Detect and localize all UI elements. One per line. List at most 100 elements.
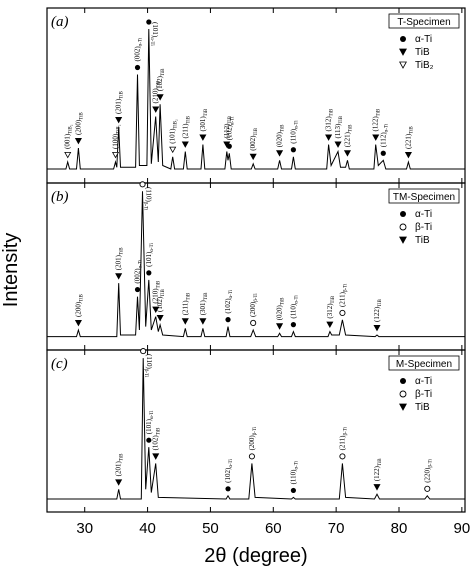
peak-label: (211)TiB <box>181 292 191 315</box>
marker-alpha <box>400 211 406 217</box>
peak-hkl: (002) <box>134 268 142 284</box>
peak-hkl: (020) <box>276 304 284 320</box>
peak-hkl: (110) <box>289 469 297 485</box>
marker-beta <box>139 181 146 188</box>
marker-tib <box>152 453 160 460</box>
peak-phase: TiB <box>161 289 166 297</box>
x-tick-label: 70 <box>328 520 345 537</box>
peak-phase: α-Ti <box>150 410 155 419</box>
peak-label: (001)TiB₂ <box>64 124 74 149</box>
peak-label: (020)TiB <box>276 124 286 147</box>
marker-alpha <box>146 437 152 443</box>
peak-label: (101)TiB₂ <box>169 119 179 144</box>
x-tick-label: 30 <box>76 520 93 537</box>
peak-hkl: (002) <box>134 46 142 62</box>
peak-label: (110)β-Ti <box>143 354 153 378</box>
peak-phase: α-Ti <box>229 458 234 467</box>
peak-label: (113)TiB <box>334 115 344 138</box>
marker-tib <box>181 318 189 325</box>
peak-phase: β-Ti <box>143 202 148 211</box>
peak-label: (002)α-Ti <box>134 259 144 283</box>
peak-phase: TiB₂ <box>69 124 74 134</box>
peak-label: (220)β-Ti <box>423 459 433 483</box>
peak-label: (312)TiB <box>325 108 335 131</box>
peak-hkl: (201) <box>115 98 123 114</box>
peak-label: (312)TiB <box>326 295 336 318</box>
peak-hkl: (102) <box>152 435 160 451</box>
marker-tib <box>399 236 407 244</box>
peak-label: (200)β-Ti <box>249 293 259 317</box>
legend-label: α-Ti <box>415 209 432 220</box>
marker-beta <box>339 309 346 316</box>
peak-label: (211)β-Ti <box>338 426 348 450</box>
x-tick-label: 60 <box>265 520 282 537</box>
peak-phase: α-Ti <box>139 259 144 268</box>
peak-label: (122)TiB <box>373 458 383 481</box>
peak-hkl: (201) <box>115 460 123 476</box>
peak-phase: β-Ti <box>343 426 348 435</box>
legend-box <box>388 355 460 371</box>
peak-hkl: (200) <box>249 301 257 317</box>
marker-tib <box>74 319 82 327</box>
marker-beta <box>424 485 431 492</box>
peak-hkl: (221) <box>404 133 412 149</box>
peak-hkl: (211) <box>181 300 189 316</box>
peak-phase: α-Ti <box>230 116 235 125</box>
legend-label: TiB <box>415 235 430 246</box>
marker-tib <box>156 314 164 322</box>
panel-label: (b) <box>51 189 69 205</box>
peak-phase: β-Ti <box>143 369 148 378</box>
marker-tib <box>199 318 207 325</box>
peak-phase: TiB <box>254 127 259 135</box>
peak-hkl: (102) <box>156 296 164 312</box>
peak-hkl: (122) <box>372 116 380 132</box>
peak-label: (210)TiB <box>152 80 162 103</box>
marker-alpha <box>400 36 406 42</box>
peak-phase: TiB <box>331 295 336 303</box>
legend-label: α-Ti <box>415 376 432 387</box>
peak-hkl: (110) <box>145 354 153 370</box>
peak-hkl: (211) <box>338 435 346 451</box>
marker-alpha <box>400 378 406 384</box>
legend-title: T-Specimen <box>397 17 450 28</box>
peak-label: (102)TiB <box>156 289 166 312</box>
marker-tib2 <box>111 151 120 159</box>
peak-label: (110)β-Ti <box>143 187 153 211</box>
peak-phase: α-Ti <box>150 243 155 252</box>
peak-hkl: (001) <box>64 133 72 149</box>
peak-phase: TiB <box>120 453 125 461</box>
marker-tib <box>326 321 334 329</box>
marker-tib <box>399 48 407 56</box>
legend-title: M-Specimen <box>396 359 452 370</box>
marker-alpha <box>226 143 232 149</box>
peak-hkl: (100) <box>112 133 120 149</box>
peak-label: (200)TiB <box>74 112 84 135</box>
peak-hkl: (312) <box>325 116 333 132</box>
peak-hkl: (002) <box>249 135 257 151</box>
panel-frame <box>46 182 466 351</box>
marker-tib <box>404 151 412 159</box>
peak-phase: TiB <box>348 124 353 132</box>
peak-hkl: (200) <box>74 119 82 135</box>
marker-tib2 <box>169 146 177 154</box>
peak-phase: TiB <box>281 297 286 305</box>
peak-hkl: (020) <box>276 131 284 147</box>
marker-tib2 <box>399 61 407 69</box>
peak-hkl: (101) <box>151 22 159 38</box>
marker-tib <box>276 323 284 330</box>
peak-phase: α-Ti <box>294 460 299 469</box>
peak-label: (100)TiB₂ <box>112 124 122 149</box>
peak-hkl: (122) <box>373 306 381 322</box>
peak-phase: TiB <box>409 126 414 134</box>
peak-label: (201)TiB <box>115 453 125 476</box>
peak-hkl: (211) <box>181 123 189 139</box>
marker-tib <box>399 403 407 411</box>
peak-phase: TiB <box>378 299 383 307</box>
marker-alpha <box>290 322 296 328</box>
legend-label: β-Ti <box>415 222 432 233</box>
peak-label: (101)α-Ti <box>145 410 155 434</box>
peak-phase: TiB <box>281 124 286 132</box>
peak-phase: TiB <box>157 280 162 288</box>
peak-label: (200)TiB <box>74 294 84 317</box>
